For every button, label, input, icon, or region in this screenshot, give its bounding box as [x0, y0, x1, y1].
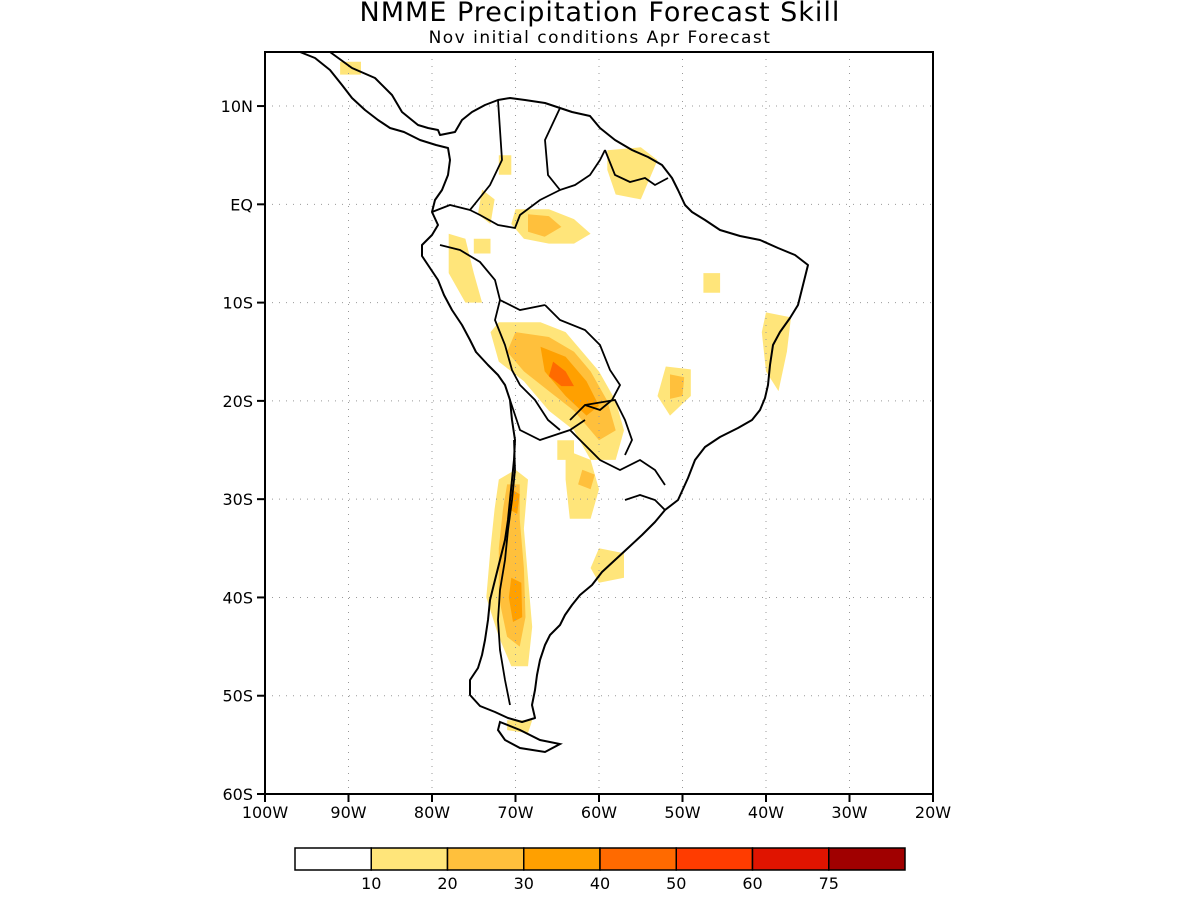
- lat-tick-label: 50S: [222, 687, 253, 706]
- skill-region-peru-north: [473, 238, 491, 254]
- skill-region-central-brazil-inner: [670, 374, 685, 399]
- south-america-coastline: [299, 51, 809, 723]
- lat-tick-label: 40S: [222, 588, 253, 607]
- skill-region-bolivia-peak: [548, 361, 574, 387]
- lat-tick-label: 60S: [222, 785, 253, 804]
- legend-swatch: [294, 847, 372, 871]
- lon-tick-label: 70W: [497, 803, 533, 822]
- lon-tick-label: 50W: [664, 803, 700, 822]
- skill-region-pampas-inner: [578, 469, 595, 490]
- legend-swatch: [370, 847, 449, 871]
- legend-swatch: [523, 847, 601, 871]
- skill-region-northern-amazon-inner: [528, 214, 562, 237]
- lat-tick-label: 10S: [222, 294, 253, 313]
- skill-region-colombia: [498, 155, 512, 175]
- legend-swatch: [751, 847, 830, 871]
- lon-tick-label: 100W: [242, 803, 289, 822]
- legend-label: 50: [666, 874, 686, 893]
- skill-region-chaco: [557, 440, 574, 460]
- lon-tick-label: 60W: [581, 803, 617, 822]
- legend-swatch: [446, 847, 525, 871]
- latitude-labels: 10N EQ 10S 20S 30S 40S 50S 60S: [221, 97, 265, 804]
- skill-region-andes-south-core: [508, 577, 523, 622]
- lon-tick-label: 20W: [915, 803, 951, 822]
- legend-swatch: [599, 847, 677, 871]
- skill-region-patagonia-south: [507, 720, 533, 734]
- country-borders: [431, 99, 669, 706]
- legend-label: 10: [361, 874, 381, 893]
- legend-swatch: [828, 847, 906, 871]
- chart-title: NMME Precipitation Forecast Skill: [359, 0, 841, 28]
- lon-tick-label: 90W: [330, 803, 366, 822]
- lon-tick-label: 40W: [748, 803, 784, 822]
- legend-label: 30: [514, 874, 534, 893]
- chart-subtitle: Nov initial conditions Apr Forecast: [428, 28, 772, 48]
- skill-region-central-america: [340, 61, 361, 75]
- skill-shading-layer: [340, 61, 791, 734]
- longitude-labels: 100W 90W 80W 70W 60W 50W 40W 30W 20W: [242, 794, 951, 822]
- lon-tick-label: 80W: [414, 803, 450, 822]
- legend-label: 75: [819, 874, 839, 893]
- legend-label: 20: [437, 874, 457, 893]
- lat-tick-label: EQ: [230, 195, 253, 214]
- legend-label: 60: [742, 874, 762, 893]
- lat-tick-label: 30S: [222, 490, 253, 509]
- tierra-del-fuego: [496, 720, 563, 754]
- legend-swatch: [675, 847, 754, 871]
- lat-tick-label: 10N: [221, 97, 253, 116]
- graticule: [265, 52, 933, 794]
- skill-region-pampas: [590, 548, 624, 583]
- skill-region-northeast-brazil: [703, 273, 721, 293]
- lat-tick-label: 20S: [222, 392, 253, 411]
- color-bar-legend: 10 20 30 40 50 60 75: [294, 847, 906, 893]
- legend-label: 40: [590, 874, 610, 893]
- lon-tick-label: 30W: [831, 803, 867, 822]
- skill-region-peru: [448, 233, 483, 303]
- skill-region-guianas: [607, 147, 658, 200]
